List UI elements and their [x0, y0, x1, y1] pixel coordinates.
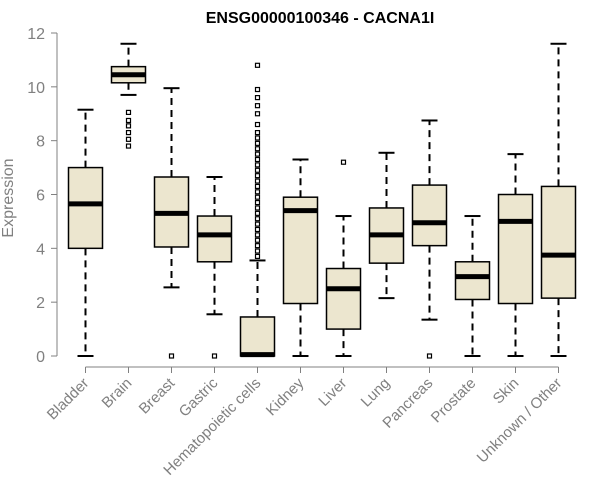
box-group — [110, 42, 147, 149]
outlier-point — [254, 121, 261, 128]
outlier-point — [254, 189, 261, 195]
outlier-point — [254, 156, 261, 163]
outlier-point — [254, 62, 261, 68]
outlier-point — [254, 103, 261, 109]
box-iqr — [540, 185, 577, 299]
outlier-point — [254, 178, 261, 184]
outlier-point — [254, 216, 261, 222]
outlier-point — [254, 111, 261, 117]
boxes-group — [67, 42, 577, 359]
y-axis: 0 2 4 6 8 10 12 — [27, 26, 58, 366]
y-tick-label: 10 — [27, 80, 45, 97]
outlier-point — [254, 194, 261, 200]
outlier-point — [254, 243, 261, 249]
outlier-point — [125, 109, 132, 116]
y-tick-label: 0 — [36, 349, 45, 366]
outlier-point — [125, 136, 132, 142]
box-iqr — [67, 166, 104, 250]
box-iqr — [196, 215, 233, 263]
outlier-point — [254, 86, 261, 93]
chart-title: ENSG00000100346 - CACNA1I — [206, 10, 435, 27]
x-tick-label: Prostate — [428, 375, 480, 427]
box-group — [454, 215, 491, 357]
y-axis-label: Expression — [0, 158, 17, 237]
outlier-point — [254, 183, 261, 190]
box-group — [196, 176, 233, 359]
y-tick-label: 6 — [36, 188, 45, 205]
x-tick-label: Brain — [99, 375, 136, 412]
box-group — [497, 153, 534, 357]
outlier-point — [254, 140, 261, 146]
outlier-point — [125, 117, 132, 124]
box-group — [239, 62, 276, 358]
x-tick-label: Lung — [358, 375, 394, 411]
outlier-point — [254, 226, 261, 233]
x-tick-label: Liver — [315, 375, 350, 410]
outlier-point — [254, 205, 261, 211]
outlier-point — [254, 129, 261, 136]
box-group — [67, 108, 104, 357]
outlier-point — [254, 162, 261, 168]
outlier-point — [254, 167, 261, 173]
outlier-point — [254, 210, 261, 216]
y-tick-label: 12 — [27, 26, 45, 43]
outlier-point — [168, 353, 175, 359]
outlier-point — [254, 199, 261, 206]
outlier-point — [254, 94, 261, 101]
x-tick-label: Skin — [490, 375, 523, 408]
outlier-point — [125, 129, 132, 136]
box-iqr — [325, 267, 362, 330]
box-group — [325, 159, 362, 357]
outlier-point — [254, 232, 261, 238]
outlier-point — [254, 253, 261, 260]
y-tick-label: 2 — [36, 295, 45, 312]
box-group — [153, 87, 190, 359]
box-group — [411, 119, 448, 359]
x-tick-label: Kidney — [263, 374, 308, 419]
outlier-point — [254, 173, 261, 179]
outlier-point — [254, 146, 261, 152]
outlier-point — [125, 143, 132, 149]
box-iqr — [454, 261, 491, 301]
outlier-point — [125, 123, 132, 129]
box-iqr — [411, 184, 448, 247]
box-group — [368, 151, 405, 300]
outlier-point — [340, 159, 347, 165]
x-tick-label: Bladder — [44, 375, 93, 424]
y-tick-label: 4 — [36, 241, 45, 258]
outlier-point — [211, 353, 218, 359]
outlier-point — [254, 237, 261, 243]
x-tick-label: Breast — [136, 374, 179, 417]
box-iqr — [497, 193, 534, 305]
outlier-point — [254, 248, 261, 254]
box-iqr — [239, 316, 276, 357]
box-iqr — [282, 196, 319, 305]
y-tick-label: 8 — [36, 134, 45, 151]
outlier-point — [254, 135, 261, 141]
box-group — [540, 42, 577, 357]
outlier-point — [254, 151, 261, 157]
outlier-point — [254, 221, 261, 227]
box-group — [282, 158, 319, 357]
outlier-point — [426, 353, 433, 359]
